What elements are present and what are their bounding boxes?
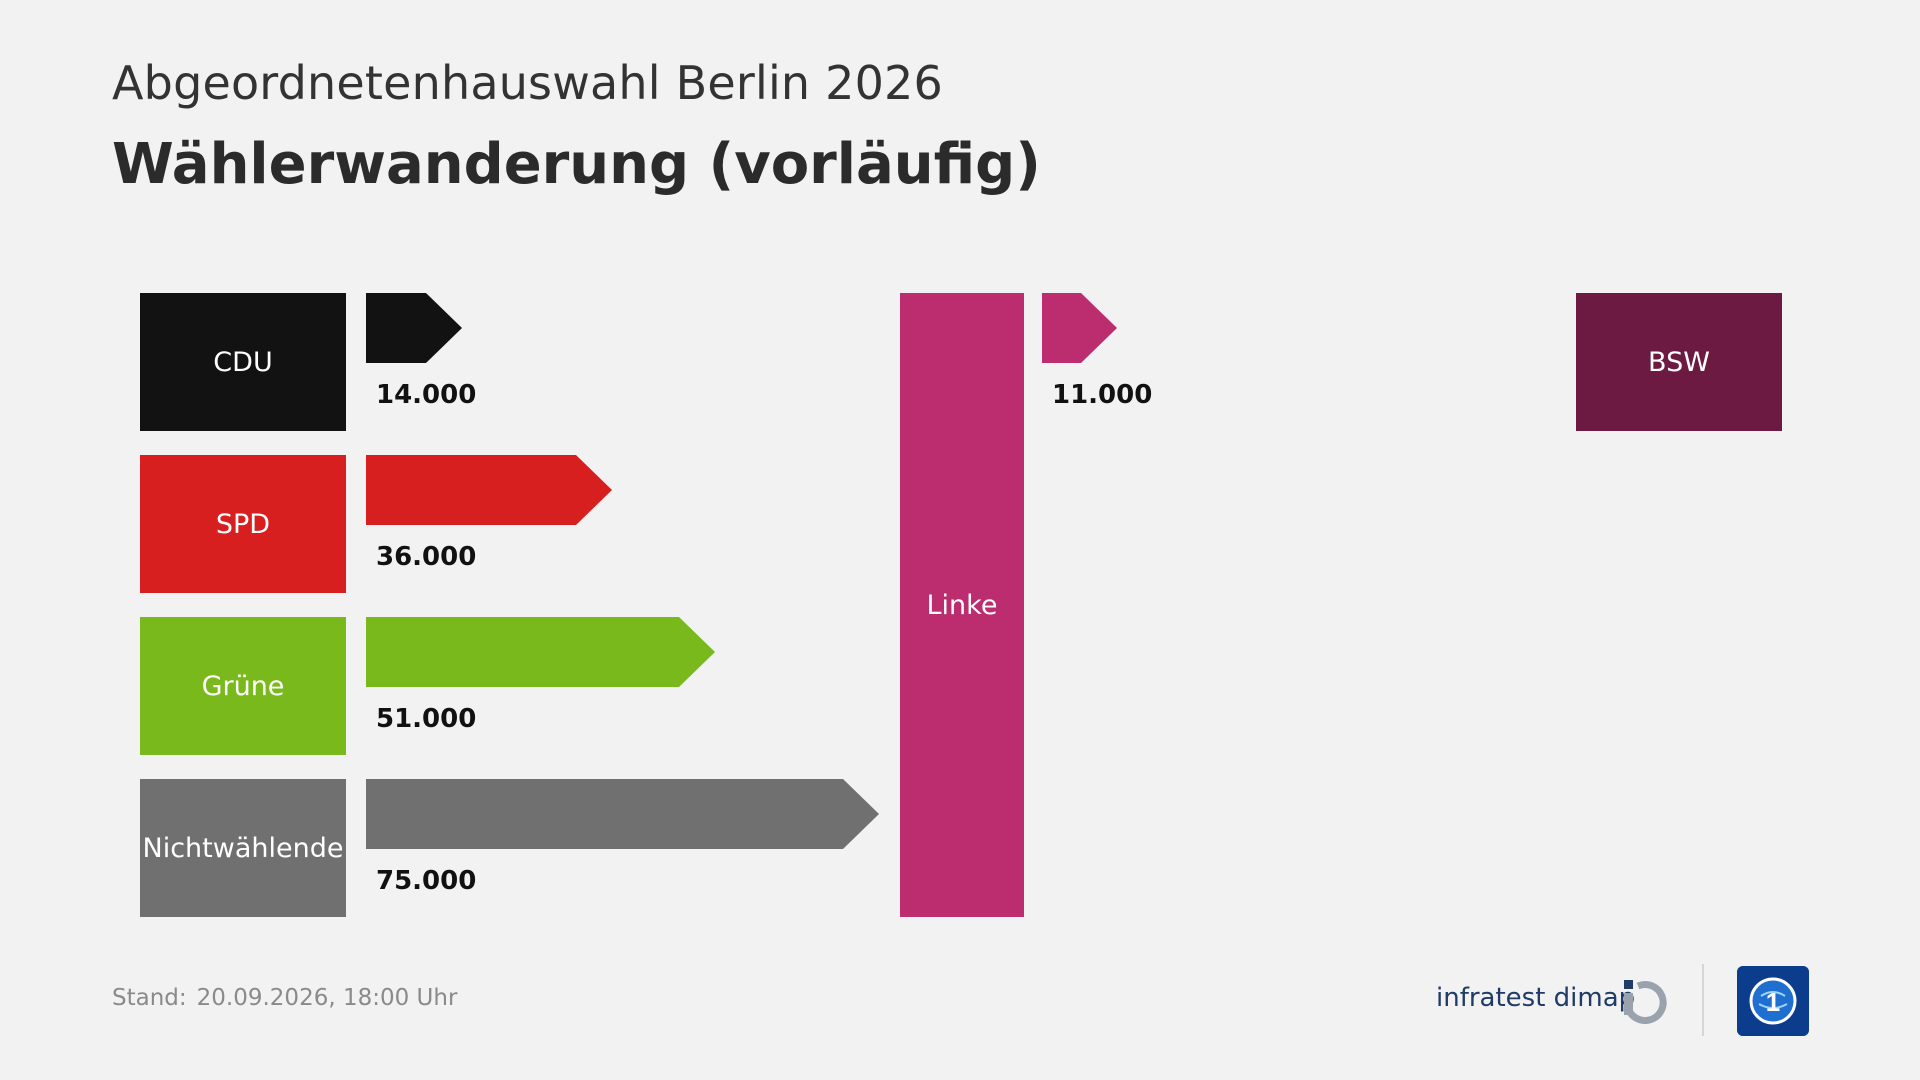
- outflow-arrow-bsw-shape: [1042, 293, 1117, 363]
- chart-title: Wählerwanderung (vorläufig): [112, 132, 1041, 197]
- outflow-value-bsw: 11.000: [1052, 380, 1153, 410]
- party-box-gruene: Grüne: [140, 617, 346, 755]
- flow-value-spd: 36.000: [376, 542, 477, 572]
- flow-arrow-spd: [366, 455, 612, 525]
- chart-subtitle: Abgeordnetenhauswahl Berlin 2026: [112, 56, 943, 110]
- stand-label: Stand:: [112, 985, 187, 1011]
- flow-arrow-gruene: [366, 617, 715, 687]
- party-box-bsw: BSW: [1576, 293, 1782, 431]
- outflow-arrow-bsw: [1042, 293, 1117, 363]
- party-box-nichtwaehlende: Nichtwählende: [140, 779, 346, 917]
- brand-name: infratest dimap: [1436, 983, 1636, 1013]
- flow-arrow-cdu-shape: [366, 293, 462, 363]
- timestamp: Stand: 20.09.2026, 18:00 Uhr: [112, 985, 457, 1011]
- flow-value-gruene: 51.000: [376, 704, 477, 734]
- party-box-cdu: CDU: [140, 293, 346, 431]
- flow-value-nichtwaehlende: 75.000: [376, 866, 477, 896]
- flow-arrow-cdu: [366, 293, 462, 363]
- flow-arrow-gruene-shape: [366, 617, 715, 687]
- svg-text:1: 1: [1766, 987, 1780, 1017]
- party-box-spd: SPD: [140, 455, 346, 593]
- flow-arrow-nichtwaehlende-shape: [366, 779, 879, 849]
- tagesschau-logo-icon: 1: [1737, 966, 1809, 1036]
- footer-divider: [1702, 964, 1704, 1036]
- flow-arrow-spd-shape: [366, 455, 612, 525]
- infratest-dimap-logo-icon: [1624, 980, 1667, 1024]
- target-box-linke: Linke: [900, 293, 1024, 917]
- stand-value: 20.09.2026, 18:00 Uhr: [196, 985, 458, 1011]
- flow-arrow-nichtwaehlende: [366, 779, 879, 849]
- flow-value-cdu: 14.000: [376, 380, 477, 410]
